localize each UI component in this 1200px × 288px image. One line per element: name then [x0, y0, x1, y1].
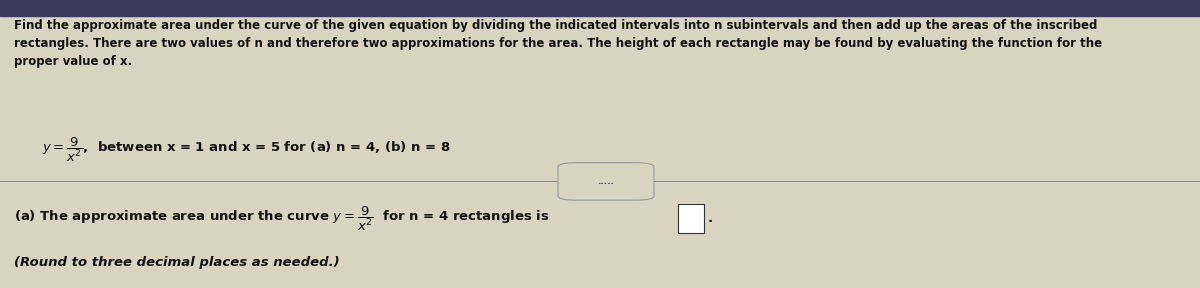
Text: (a) The approximate area under the curve $y = \dfrac{9}{x^2}$  for n = 4 rectang: (a) The approximate area under the curve…	[14, 205, 550, 233]
Text: .....: .....	[598, 177, 614, 186]
FancyBboxPatch shape	[558, 163, 654, 200]
Text: .: .	[708, 212, 713, 226]
Text: $y = \dfrac{9}{x^2}$,  between x = 1 and x = 5 for (a) n = 4, (b) n = 8: $y = \dfrac{9}{x^2}$, between x = 1 and …	[42, 136, 451, 164]
Bar	[678, 204, 704, 233]
Text: Find the approximate area under the curve of the given equation by dividing the : Find the approximate area under the curv…	[14, 19, 1103, 68]
Bar	[0, 0, 1200, 16]
Text: (Round to three decimal places as needed.): (Round to three decimal places as needed…	[14, 255, 340, 269]
